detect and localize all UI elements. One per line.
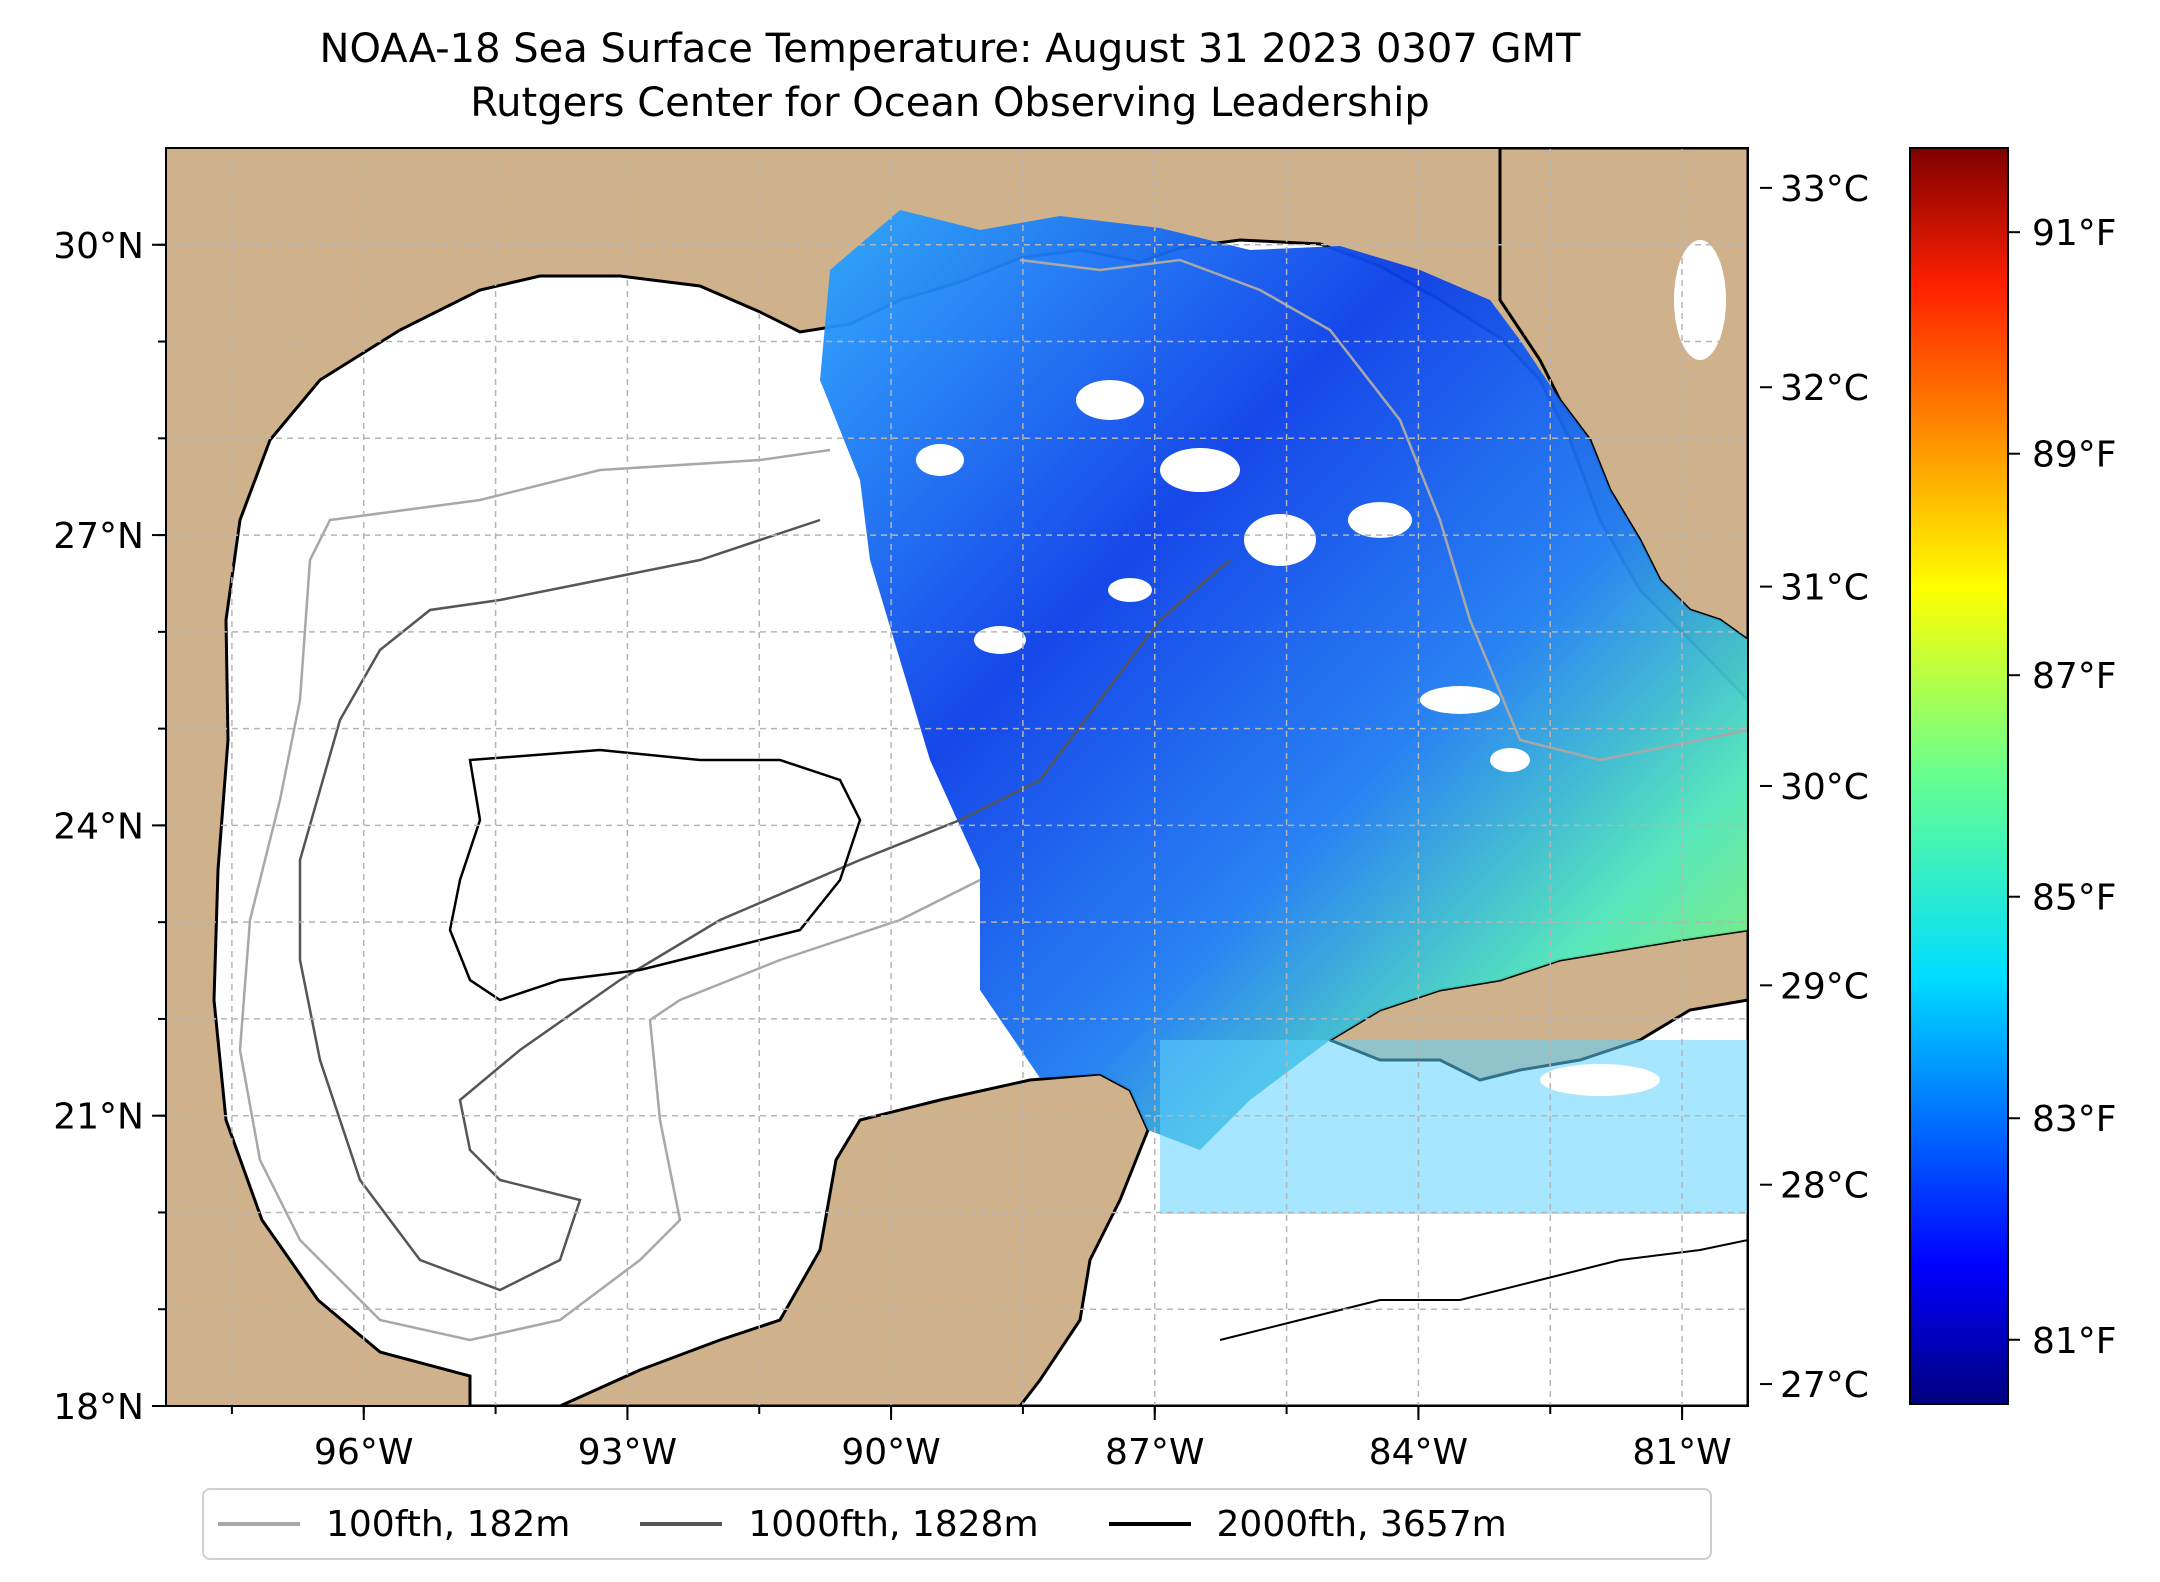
x-tick-label: 87°W	[1105, 1432, 1204, 1473]
legend-item-2000fth: 2000fth, 3657m	[1108, 1503, 1507, 1545]
colorbar-axes: 33°C 32°C 31°C 30°C 29°C 28°C 27°C 91°F 89°F 87°F…	[1760, 169, 2117, 1406]
contour-2000fth-south	[1219, 1239, 1748, 1341]
y-tick-label: 27°N	[53, 516, 144, 557]
fahrenheit-tick-label: 91°F	[2032, 213, 2117, 254]
cloud-gaps	[916, 240, 1726, 1096]
y-tick-label: 30°N	[53, 226, 144, 267]
sst-data-strip	[1160, 1040, 1748, 1214]
contour-legend: 100fth, 182m 1000fth, 1828m 2000fth, 365…	[202, 1488, 1712, 1560]
contour-1000fth	[298, 518, 1231, 1292]
legend-label-100fth: 100fth, 182m	[326, 1503, 571, 1545]
fahrenheit-tick-label: 89°F	[2032, 435, 2117, 476]
celsius-tick-label: 30°C	[1780, 767, 1869, 808]
chart-title: NOAA-18 Sea Surface Temperature: August …	[319, 26, 1581, 72]
x-tick-label: 81°W	[1632, 1432, 1731, 1473]
map-axes: 96°W 93°W 90°W 87°W 84°W 81°W 30°N 27°N 24°N 21°N…	[53, 226, 1732, 1473]
legend-item-1000fth: 1000fth, 1828m	[640, 1503, 1039, 1545]
graticule	[166, 148, 1748, 1406]
y-tick-label: 21°N	[53, 1097, 144, 1138]
legend-label-2000fth: 2000fth, 3657m	[1216, 1503, 1507, 1545]
map-frame	[165, 147, 1749, 1407]
fahrenheit-tick-label: 81°F	[2032, 1321, 2117, 1362]
legend-swatch-100fth	[218, 1522, 300, 1526]
colorbar	[1909, 147, 2009, 1405]
y-tick-label: 18°N	[53, 1387, 144, 1428]
contour-2000fth	[448, 748, 862, 1002]
fahrenheit-tick-label: 83°F	[2032, 1099, 2117, 1140]
x-tick-label: 96°W	[314, 1432, 413, 1473]
legend-swatch-2000fth	[1108, 1522, 1191, 1526]
celsius-tick-label: 28°C	[1780, 1166, 1869, 1207]
x-tick-label: 93°W	[578, 1432, 677, 1473]
sst-data-swath	[820, 210, 1748, 1150]
fahrenheit-tick-label: 85°F	[2032, 878, 2117, 919]
legend-label-1000fth: 1000fth, 1828m	[748, 1503, 1039, 1545]
y-tick-label: 24°N	[53, 806, 144, 847]
fahrenheit-tick-label: 87°F	[2032, 656, 2117, 697]
celsius-tick-label: 29°C	[1780, 966, 1869, 1007]
yucatan-peninsula	[559, 1072, 1150, 1406]
contour-100fth	[238, 448, 981, 1342]
x-tick-label: 90°W	[841, 1432, 940, 1473]
celsius-tick-label: 31°C	[1780, 568, 1869, 609]
celsius-tick-label: 33°C	[1780, 169, 1869, 210]
chart-subtitle: Rutgers Center for Ocean Observing Leade…	[470, 80, 1430, 126]
celsius-tick-label: 27°C	[1780, 1365, 1869, 1406]
celsius-tick-label: 32°C	[1780, 368, 1869, 409]
x-tick-label: 84°W	[1369, 1432, 1468, 1473]
contour-100fth-east	[1019, 258, 1748, 762]
legend-swatch-1000fth	[640, 1522, 723, 1526]
legend-item-100fth: 100fth, 182m	[218, 1504, 570, 1545]
